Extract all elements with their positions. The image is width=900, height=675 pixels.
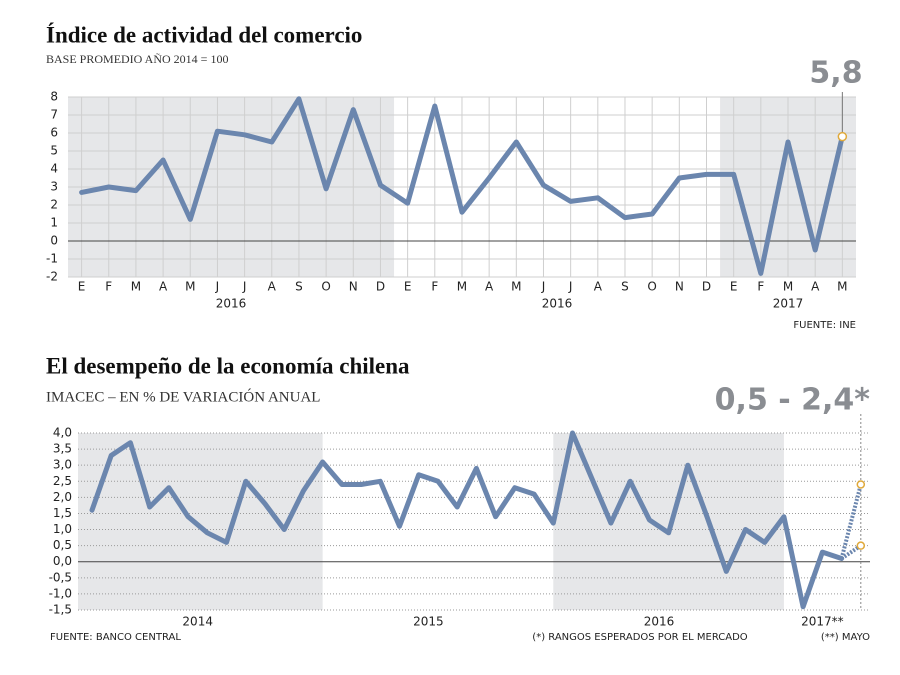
y-tick-label: -1,5 (49, 603, 72, 617)
last-marker (837, 131, 848, 142)
forecast-marker (856, 541, 866, 550)
y-tick-label: 2,5 (53, 474, 72, 488)
year-label: 2015 (413, 615, 444, 629)
y-tick-label: 3,0 (53, 458, 72, 472)
y-tick-label: 4,0 (53, 426, 72, 440)
year-label: 2016 (644, 615, 675, 629)
x-tick-label: S (621, 280, 629, 294)
x-tick-label: D (376, 280, 385, 294)
year-label: 2016 (542, 297, 573, 311)
y-tick-label: -0,5 (49, 570, 72, 584)
year-band (78, 433, 323, 610)
y-tick-label: 3,5 (53, 442, 72, 456)
y-tick-label: -1,0 (49, 586, 72, 600)
y-tick-label: 6 (50, 126, 58, 140)
x-tick-label: E (78, 280, 86, 294)
x-tick-label: A (594, 280, 603, 294)
x-tick-label: E (730, 280, 738, 294)
y-tick-label: 1,5 (53, 506, 72, 520)
x-tick-label: O (647, 280, 656, 294)
x-tick-label: J (215, 280, 220, 294)
footnote: (**) MAYO (821, 632, 870, 643)
x-tick-label: A (485, 280, 494, 294)
x-tick-label: N (349, 280, 358, 294)
callout: 0,5 - 2,4* (715, 383, 871, 418)
x-tick-label: M (837, 280, 847, 294)
chart-title: El desempeño de la economía chilena (46, 353, 410, 378)
x-tick-label: D (702, 280, 711, 294)
x-tick-label: F (757, 280, 764, 294)
y-tick-label: 1,0 (53, 522, 72, 536)
x-tick-label: J (568, 280, 573, 294)
x-tick-label: J (242, 280, 247, 294)
x-tick-label: E (404, 280, 412, 294)
x-tick-label: A (268, 280, 277, 294)
x-tick-label: M (457, 280, 467, 294)
y-tick-label: 5 (50, 144, 58, 158)
data-line (79, 96, 845, 276)
y-tick-label: 2 (50, 198, 58, 212)
chart-subtitle: IMACEC – EN % DE VARIACIÓN ANUAL (46, 388, 320, 405)
y-tick-label: -2 (46, 270, 58, 284)
forecast-line (839, 483, 863, 560)
x-tick-label: F (105, 280, 112, 294)
y-tick-label: 0 (50, 234, 58, 248)
year-label: 2016 (216, 297, 247, 311)
year-label: 2014 (182, 615, 213, 629)
chart-subtitle: BASE PROMEDIO AÑO 2014 = 100 (46, 52, 228, 66)
x-tick-label: N (675, 280, 684, 294)
y-tick-label: 1 (50, 216, 58, 230)
chart-title: Índice de actividad del comercio (46, 22, 362, 47)
callout: 5,8 (809, 56, 862, 91)
data-line (89, 430, 845, 610)
year-band (553, 433, 784, 610)
forecast-marker (856, 480, 866, 489)
y-tick-label: 4 (50, 162, 58, 176)
x-tick-label: M (131, 280, 141, 294)
x-tick-label: S (295, 280, 303, 294)
source: FUENTE: BANCO CENTRAL (50, 632, 181, 643)
y-tick-label: 2,0 (53, 490, 72, 504)
x-tick-label: J (541, 280, 546, 294)
y-tick-label: 0,0 (53, 554, 72, 568)
year-label: 2017 (773, 297, 804, 311)
footnote: (*) RANGOS ESPERADOS POR EL MERCADO (532, 632, 748, 643)
x-tick-label: F (431, 280, 438, 294)
source: FUENTE: INE (793, 320, 856, 331)
x-tick-label: M (185, 280, 195, 294)
x-tick-label: A (159, 280, 168, 294)
y-tick-label: 0,5 (53, 538, 72, 552)
x-tick-label: M (511, 280, 521, 294)
year-label: 2017** (801, 615, 844, 629)
y-tick-label: 7 (50, 108, 58, 122)
x-tick-label: O (321, 280, 330, 294)
x-tick-label: M (783, 280, 793, 294)
y-tick-label: 3 (50, 180, 58, 194)
y-tick-label: -1 (46, 252, 58, 266)
x-tick-label: A (811, 280, 820, 294)
y-tick-label: 8 (50, 90, 58, 104)
